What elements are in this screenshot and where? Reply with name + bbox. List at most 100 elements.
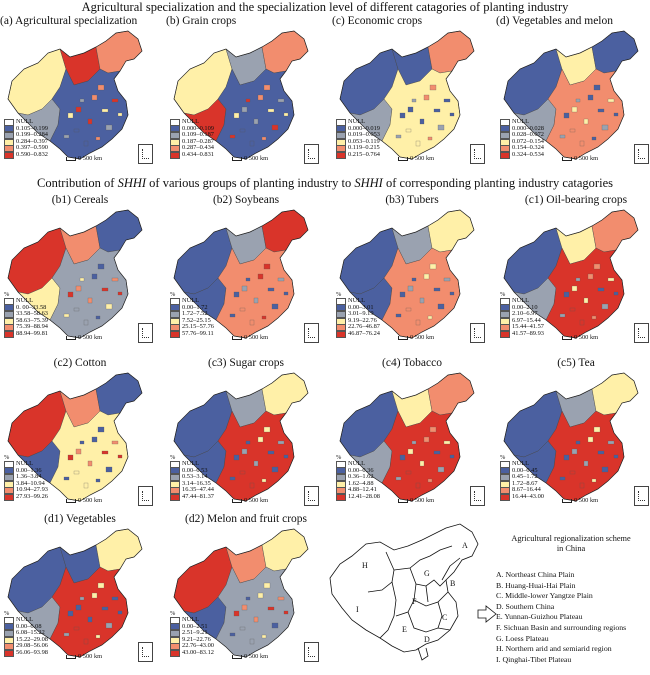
legend-item: 6.97–15.44 [500, 316, 544, 325]
region-letter: G [424, 569, 430, 578]
county-cell [433, 108, 441, 113]
scale-bar-label: 0 500 km [574, 497, 599, 504]
choropleth-map [7, 372, 143, 502]
county-cell [257, 436, 264, 443]
map-panel-b1: (b1) Cereals% NULL 0. 00–33.58 33.58–58.63 5… [0, 193, 160, 355]
county-cell [229, 134, 236, 139]
legend-item: 0.284–0.397 [4, 138, 48, 146]
county-cell [575, 277, 581, 282]
legend-item: 0.00–0.45 [500, 467, 544, 475]
county-cell [95, 634, 101, 639]
map-panel-b3: (b3) Tubers% NULL 0.00–3.01 3.01–9.19 9.19–2… [332, 193, 492, 355]
region-northeast [95, 30, 143, 74]
legend-swatch [336, 297, 346, 305]
legend-label: NULL [16, 616, 34, 623]
legend-label: 0.072–0.154 [512, 137, 544, 145]
legend-swatch [4, 297, 14, 305]
county-cell [101, 108, 109, 113]
legend-item: 0.00–3.01 [336, 304, 380, 312]
legend-item: 3.14–16.35 [170, 480, 214, 488]
county-cell [101, 450, 109, 455]
legend-swatch [170, 473, 180, 481]
legend-item: 0.119–0.215 [336, 145, 380, 153]
regionalization-outline-map: A B C D E F G H I [329, 523, 497, 661]
county-cell [593, 426, 601, 433]
legend-item-null: NULL [500, 460, 544, 468]
legend-item-null: NULL [170, 460, 214, 468]
county-cell [239, 626, 246, 631]
legend-label: 0.00–2.51 [182, 622, 208, 630]
legend-label: NULL [348, 460, 366, 467]
map-panel-b: (b) Grain crops NULL 0.000–0.109 0.109–0.18… [166, 14, 326, 176]
panel-title: (c3) Sugar crops [207, 357, 284, 369]
legend-label: 0.287–0.434 [182, 144, 214, 152]
legend-label: 0.00–0.36 [348, 466, 374, 474]
region-item: D. Southern China [496, 601, 555, 611]
county-cell [111, 440, 119, 445]
legend-label: 47.44–81.37 [182, 492, 214, 500]
county-cell [263, 263, 271, 270]
county-cell [97, 582, 105, 589]
legend-label: 9.21–22.76 [182, 635, 211, 643]
legend-swatch [170, 487, 180, 495]
county-cell [449, 454, 455, 459]
legend-label: 4.88–12.41 [348, 486, 377, 494]
south-china-sea-inset [470, 323, 485, 343]
title-text-3: of corresponding planting industry catag… [382, 176, 613, 190]
panel-title: (c) Economic crops [332, 15, 423, 27]
county-cell [583, 118, 589, 125]
county-cell [111, 98, 119, 103]
legend-item: 46.87–76.24 [336, 330, 380, 338]
county-cell [241, 448, 248, 455]
legend-item: 15.44–41.57 [500, 324, 544, 332]
legend-item: 56.06–93.98 [4, 649, 48, 657]
county-cell [95, 478, 101, 483]
legend-item: 0.45–1.72 [500, 474, 544, 481]
country-outline [7, 372, 143, 502]
legend-swatch [170, 145, 180, 153]
county-cell [117, 610, 123, 615]
legend-item: 15.22–29.08 [4, 636, 48, 644]
choropleth-map [339, 209, 475, 339]
legend-swatch [4, 480, 14, 488]
county-cell [261, 315, 267, 320]
legend-swatch [336, 118, 346, 126]
county-cell [95, 136, 101, 141]
region-northeast [427, 209, 475, 253]
legend-label: 33.58–58.63 [16, 310, 48, 318]
legend-swatch [4, 317, 14, 325]
legend-unit: % [500, 291, 506, 298]
legend-swatch [500, 460, 510, 468]
region-northeast [261, 528, 309, 572]
county-cell [423, 94, 430, 101]
scale-bar-graphic [562, 498, 572, 503]
legend-label: 9.19–22.76 [348, 316, 377, 324]
legend-swatch [170, 118, 180, 126]
county-cell [407, 106, 414, 113]
county-cell [253, 118, 259, 125]
county-cell [429, 263, 437, 270]
county-cell [83, 638, 89, 645]
county-cell [229, 313, 236, 318]
legend-item: 3.84–10.94 [4, 480, 48, 488]
legend-item: 6.08–15.22 [4, 630, 48, 637]
legend-item: 12.41–28.08 [336, 493, 380, 501]
county-cell [277, 98, 285, 103]
county-cell [245, 440, 251, 445]
legend-swatch [170, 480, 180, 488]
legend-swatch [336, 480, 346, 488]
county-cell [395, 313, 402, 318]
legend-item: 47.44–81.37 [170, 492, 214, 501]
county-cell [579, 482, 585, 489]
title-shhi-2: SHHI [354, 176, 383, 190]
legend-item: 0.397–0.590 [4, 145, 48, 153]
map-legend: % NULL 0.00–0.53 0.53–3.14 3.14–16.35 16.35–4… [170, 454, 214, 501]
county-cell [245, 98, 251, 103]
county-cell [613, 291, 619, 296]
country-outline [173, 209, 309, 339]
county-cell [419, 118, 425, 125]
legend-item: 0.590–0.832 [4, 151, 48, 159]
county-cell [239, 128, 246, 133]
country-outline [503, 209, 639, 339]
legend-label: 6.97–15.44 [512, 316, 541, 324]
